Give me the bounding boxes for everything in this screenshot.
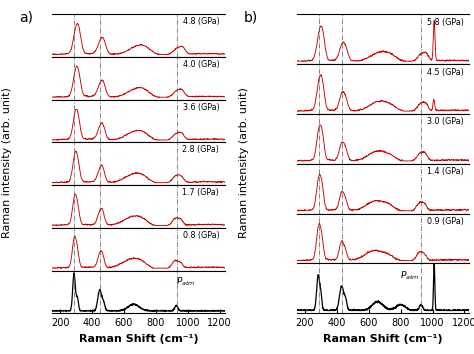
Text: Raman intensity (arb. unit): Raman intensity (arb. unit) — [2, 87, 12, 238]
Text: 3.6 (GPa): 3.6 (GPa) — [182, 103, 219, 112]
Text: 3.0 (GPa): 3.0 (GPa) — [428, 118, 464, 126]
Text: Raman intensity (arb. unit): Raman intensity (arb. unit) — [239, 87, 249, 238]
Text: 4.5 (GPa): 4.5 (GPa) — [427, 68, 464, 76]
Text: $P_{atm}$: $P_{atm}$ — [401, 269, 420, 282]
Text: 4.8 (GPa): 4.8 (GPa) — [182, 17, 219, 26]
Text: $P_{atm}$: $P_{atm}$ — [176, 276, 196, 288]
Text: 1.7 (GPa): 1.7 (GPa) — [182, 188, 219, 197]
X-axis label: Raman Shift (cm⁻¹): Raman Shift (cm⁻¹) — [79, 334, 198, 344]
Text: b): b) — [244, 11, 258, 25]
Text: 1.4 (GPa): 1.4 (GPa) — [428, 167, 464, 176]
Text: 4.0 (GPa): 4.0 (GPa) — [182, 60, 219, 69]
Text: 2.8 (GPa): 2.8 (GPa) — [182, 145, 219, 154]
Text: 0.8 (GPa): 0.8 (GPa) — [182, 231, 219, 240]
Text: 0.9 (GPa): 0.9 (GPa) — [427, 217, 464, 226]
X-axis label: Raman Shift (cm⁻¹): Raman Shift (cm⁻¹) — [323, 334, 443, 344]
Text: a): a) — [19, 11, 33, 25]
Text: 5.8 (GPa): 5.8 (GPa) — [427, 18, 464, 27]
